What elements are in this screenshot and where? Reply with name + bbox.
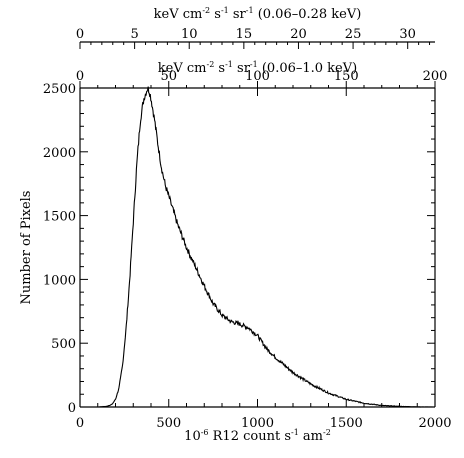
x-top2-tick-label: 10 xyxy=(181,27,198,42)
x-bottom-tick-label: 500 xyxy=(156,416,181,431)
x-top1-axis-title: keV cm-2 s-1 sr-1 (0.06–1.0 keV) xyxy=(158,60,357,76)
x-top2-axis-title: keV cm-2 s-1 sr-1 (0.06–0.28 keV) xyxy=(154,6,362,22)
x-top1-tick-label: 200 xyxy=(423,69,448,84)
y-axis-title: Number of Pixels xyxy=(19,191,34,305)
x-bottom-tick-label: 1000 xyxy=(241,416,274,431)
x-top1-tick-label: 150 xyxy=(334,69,359,84)
x-top2-tick-label: 25 xyxy=(345,27,362,42)
y-tick-label: 500 xyxy=(51,337,76,352)
y-tick-label: 1500 xyxy=(43,210,76,225)
x-top2-tick-label: 20 xyxy=(290,27,307,42)
x-top1-tick-label: 100 xyxy=(245,69,270,84)
x-bottom-tick-label: 0 xyxy=(76,416,84,431)
y-tick-label: 2000 xyxy=(43,146,76,161)
x-bottom-axis-title: 10-6 R12 count s-1 am-2 xyxy=(184,428,331,444)
x-bottom-tick-label: 1500 xyxy=(330,416,363,431)
x-top2-tick-label: 30 xyxy=(399,27,416,42)
x-top2-tick-label: 5 xyxy=(130,27,138,42)
x-top2-tick-label: 15 xyxy=(236,27,253,42)
y-tick-label: 1000 xyxy=(43,273,76,288)
y-tick-label: 0 xyxy=(68,401,76,416)
x-top1-tick-label: 50 xyxy=(160,69,177,84)
x-top1-tick-label: 0 xyxy=(76,69,84,84)
y-tick-label: 2500 xyxy=(43,82,76,97)
histogram-line xyxy=(80,86,435,408)
x-top2-tick-label: 0 xyxy=(76,27,84,42)
x-bottom-tick-label: 2000 xyxy=(418,416,451,431)
